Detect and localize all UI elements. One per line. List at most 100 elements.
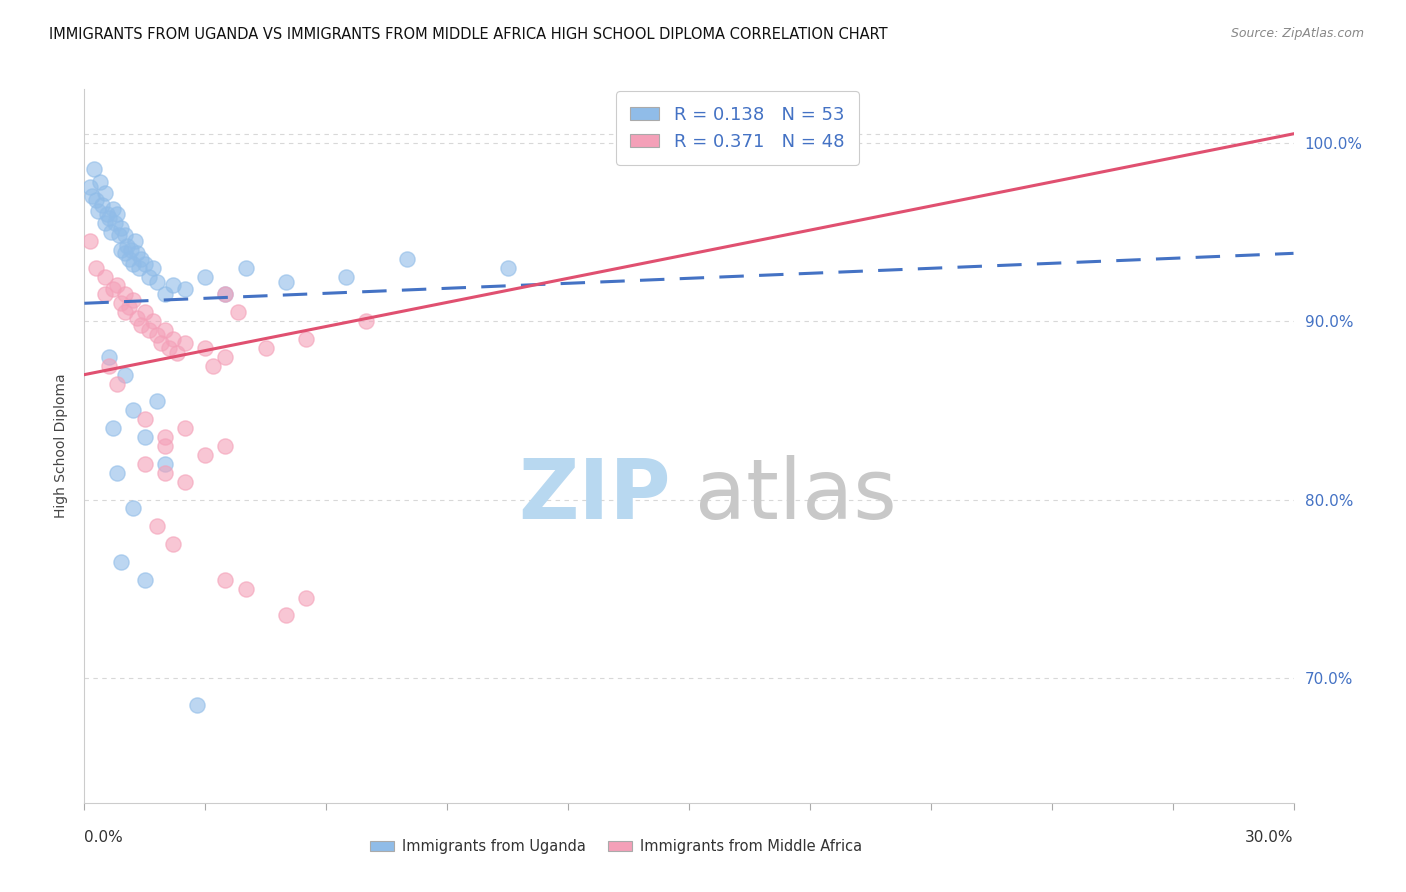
Point bbox=[194, 448, 217, 462]
Point bbox=[134, 412, 156, 426]
Text: Source: ZipAtlas.com: Source: ZipAtlas.com bbox=[1230, 27, 1364, 40]
Point bbox=[101, 282, 124, 296]
Point bbox=[89, 175, 111, 189]
Point bbox=[129, 318, 152, 332]
Point bbox=[101, 202, 124, 216]
Point bbox=[114, 368, 136, 382]
Text: atlas: atlas bbox=[695, 456, 897, 536]
Point bbox=[120, 243, 142, 257]
Point bbox=[93, 269, 115, 284]
Point bbox=[93, 186, 115, 200]
Point bbox=[153, 287, 176, 301]
Point bbox=[274, 608, 297, 623]
Point bbox=[118, 252, 141, 266]
Y-axis label: High School Diploma: High School Diploma bbox=[55, 374, 69, 518]
Point bbox=[97, 359, 120, 373]
Point bbox=[149, 335, 172, 350]
Point bbox=[129, 252, 152, 266]
Point bbox=[79, 234, 101, 248]
Point bbox=[162, 278, 184, 293]
Point bbox=[214, 350, 236, 364]
Point bbox=[214, 287, 236, 301]
Point bbox=[235, 260, 257, 275]
Point bbox=[114, 246, 136, 260]
Point bbox=[153, 323, 176, 337]
Point bbox=[174, 421, 197, 435]
Point bbox=[153, 457, 176, 471]
Point bbox=[110, 555, 132, 569]
Point bbox=[97, 211, 120, 225]
Point bbox=[174, 475, 197, 489]
Point bbox=[86, 193, 108, 207]
Point bbox=[496, 260, 519, 275]
Point bbox=[146, 519, 169, 533]
Point bbox=[93, 287, 115, 301]
Text: ZIP: ZIP bbox=[519, 456, 671, 536]
Point bbox=[105, 466, 128, 480]
Point bbox=[174, 335, 197, 350]
Point bbox=[125, 246, 148, 260]
Point bbox=[87, 203, 110, 218]
Point bbox=[114, 305, 136, 319]
Point bbox=[107, 228, 129, 243]
Point bbox=[105, 207, 128, 221]
Point bbox=[134, 305, 156, 319]
Point bbox=[82, 189, 104, 203]
Point bbox=[194, 341, 217, 355]
Point bbox=[153, 430, 176, 444]
Point bbox=[146, 328, 169, 343]
Point bbox=[162, 537, 184, 551]
Point bbox=[134, 430, 156, 444]
Point bbox=[138, 323, 160, 337]
Point bbox=[121, 501, 143, 516]
Point bbox=[101, 421, 124, 435]
Point bbox=[115, 239, 138, 253]
Point bbox=[335, 269, 357, 284]
Point bbox=[104, 216, 127, 230]
Point bbox=[91, 198, 114, 212]
Point bbox=[235, 582, 257, 596]
Point bbox=[86, 260, 108, 275]
Point bbox=[114, 228, 136, 243]
Point bbox=[157, 341, 180, 355]
Point bbox=[125, 310, 148, 325]
Point bbox=[295, 591, 318, 605]
Point bbox=[100, 225, 122, 239]
Point bbox=[162, 332, 184, 346]
Point bbox=[121, 293, 143, 307]
Point bbox=[118, 300, 141, 314]
Point bbox=[79, 180, 101, 194]
Point bbox=[153, 439, 176, 453]
Point bbox=[146, 394, 169, 409]
Point bbox=[226, 305, 249, 319]
Point bbox=[142, 314, 165, 328]
Point bbox=[194, 269, 217, 284]
Point bbox=[93, 216, 115, 230]
Point bbox=[356, 314, 378, 328]
Point bbox=[97, 350, 120, 364]
Point bbox=[110, 296, 132, 310]
Point bbox=[105, 376, 128, 391]
Point bbox=[202, 359, 225, 373]
Text: 30.0%: 30.0% bbox=[1246, 830, 1294, 845]
Point bbox=[214, 573, 236, 587]
Point bbox=[186, 698, 208, 712]
Point bbox=[142, 260, 165, 275]
Point bbox=[138, 269, 160, 284]
Point bbox=[254, 341, 277, 355]
Point bbox=[153, 466, 176, 480]
Point bbox=[124, 234, 146, 248]
Point bbox=[105, 278, 128, 293]
Text: 0.0%: 0.0% bbox=[84, 830, 124, 845]
Point bbox=[134, 257, 156, 271]
Point bbox=[214, 439, 236, 453]
Point bbox=[295, 332, 318, 346]
Point bbox=[114, 287, 136, 301]
Point bbox=[274, 275, 297, 289]
Point bbox=[134, 573, 156, 587]
Point bbox=[146, 275, 169, 289]
Point bbox=[395, 252, 418, 266]
Point bbox=[214, 287, 236, 301]
Point bbox=[110, 243, 132, 257]
Point bbox=[121, 403, 143, 417]
